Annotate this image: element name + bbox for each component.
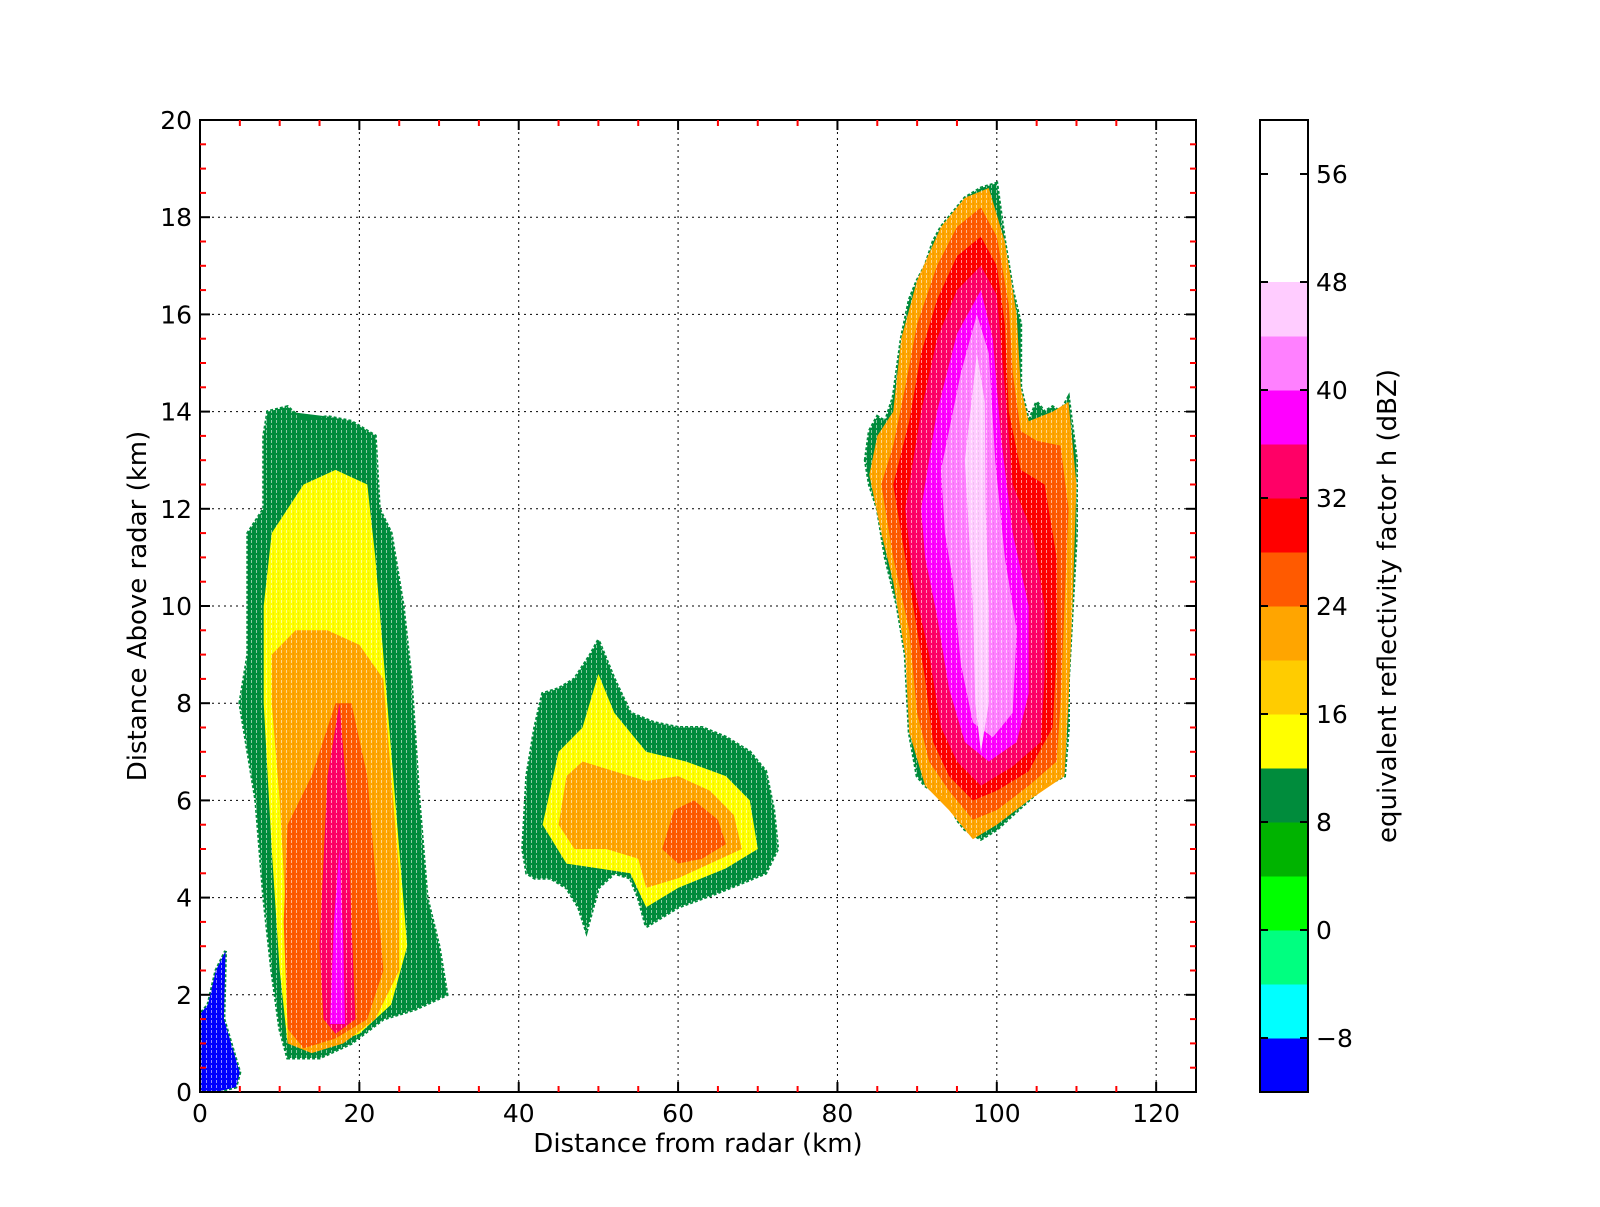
y-tick-label: 20 (160, 106, 192, 135)
colorbar-tick-label: 56 (1316, 160, 1348, 189)
colorbar-segment (1260, 660, 1308, 715)
y-axis-label: Distance Above radar (km) (123, 431, 153, 781)
x-tick-label: 80 (822, 1099, 854, 1128)
axis-tick-labels: 0 20 40 60 80 100 120 0 2 4 6 8 10 12 14 16 18 20 (160, 106, 1180, 1128)
colorbar-segment (1260, 822, 1308, 877)
colorbar-segment (1260, 984, 1308, 1039)
colorbar-ticks: −8 0 8 16 24 32 40 48 56 (1260, 160, 1353, 1053)
ground-clutter (200, 950, 242, 1092)
y-tick-label: 0 (176, 1078, 192, 1107)
y-tick-label: 2 (176, 981, 192, 1010)
colorbar-segments (1260, 282, 1308, 1093)
colorbar-tick-label: 48 (1316, 268, 1348, 297)
colorbar-segment (1260, 876, 1308, 931)
x-axis-label: Distance from radar (km) (533, 1129, 862, 1159)
colorbar-segment (1260, 498, 1308, 553)
colorbar-tick-label: 0 (1316, 916, 1332, 945)
y-tick-label: 4 (176, 884, 192, 913)
far-cell (863, 181, 1078, 842)
colorbar-segment (1260, 930, 1308, 985)
x-tick-label: 100 (973, 1099, 1021, 1128)
colorbar-segment (1260, 1038, 1308, 1093)
colorbar: −8 0 8 16 24 32 40 48 56 (1259, 119, 1353, 1093)
colorbar-segment (1260, 390, 1308, 445)
x-tick-label: 40 (503, 1099, 535, 1128)
echo-regions (200, 181, 1078, 1092)
near-cell (238, 405, 449, 1060)
middle-cell-texture (522, 640, 778, 932)
colorbar-segment (1260, 444, 1308, 499)
colorbar-segment (1260, 768, 1308, 823)
y-tick-label: 6 (176, 786, 192, 815)
x-tick-label: 20 (343, 1099, 375, 1128)
colorbar-label: equivalent reflectivity factor h (dBZ) (1373, 369, 1403, 843)
colorbar-segment (1260, 336, 1308, 391)
colorbar-tick-label: 24 (1316, 592, 1348, 621)
y-tick-label: 16 (160, 300, 192, 329)
ground-clutter-texture (200, 951, 240, 1092)
x-tick-label: 120 (1132, 1099, 1180, 1128)
colorbar-tick-label: 40 (1316, 376, 1348, 405)
colorbar-segment (1260, 714, 1308, 769)
far-cell-texture (865, 183, 1077, 840)
colorbar-tick-label: 16 (1316, 700, 1348, 729)
middle-cell (521, 636, 780, 937)
y-tick-label: 12 (160, 495, 192, 524)
axis-ticks (199, 119, 1196, 1093)
x-tick-label: 0 (192, 1099, 208, 1128)
colorbar-tick-label: 32 (1316, 484, 1348, 513)
y-tick-label: 8 (176, 689, 192, 718)
colorbar-segment (1260, 552, 1308, 607)
y-tick-label: 10 (160, 592, 192, 621)
x-tick-label: 60 (662, 1099, 694, 1128)
y-tick-label: 14 (160, 398, 192, 427)
colorbar-segment (1260, 606, 1308, 661)
colorbar-segment (1260, 282, 1308, 337)
near-cell-texture (239, 406, 447, 1058)
plot-area: 0 20 40 60 80 100 120 0 2 4 6 8 10 12 14 16 18 20 (160, 106, 1197, 1128)
colorbar-tick-label: 8 (1316, 808, 1332, 837)
y-tick-label: 18 (160, 203, 192, 232)
colorbar-tick-label: −8 (1316, 1024, 1353, 1053)
